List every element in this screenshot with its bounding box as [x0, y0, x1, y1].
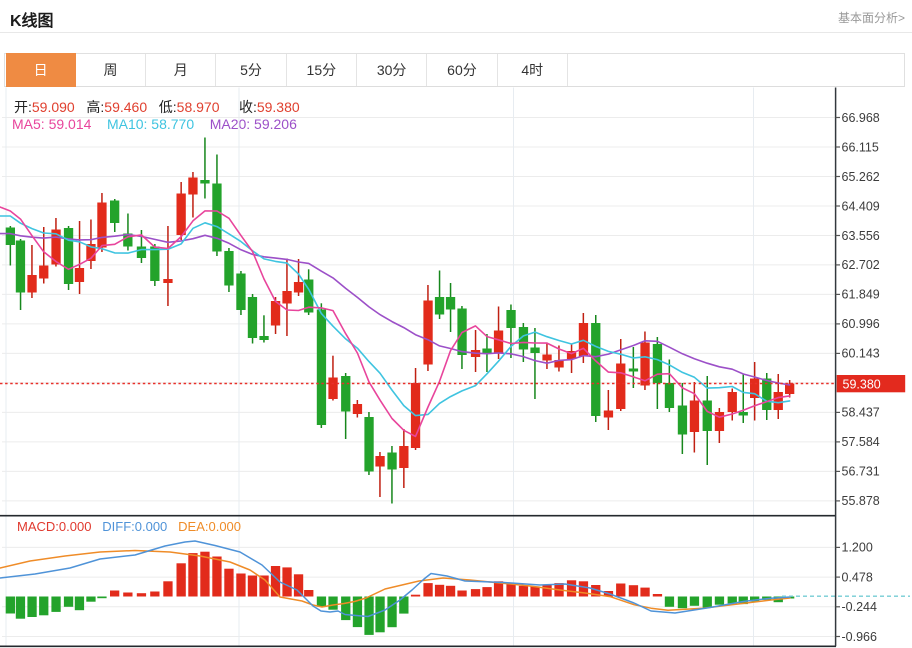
svg-text:55.878: 55.878 — [842, 494, 880, 508]
svg-text:60.996: 60.996 — [842, 317, 880, 331]
svg-text:61.849: 61.849 — [842, 288, 880, 302]
svg-text:59.380: 59.380 — [843, 377, 881, 391]
svg-text:65.262: 65.262 — [842, 170, 880, 184]
svg-text:57.584: 57.584 — [842, 435, 880, 449]
svg-text:0.478: 0.478 — [842, 570, 873, 584]
svg-text:64.409: 64.409 — [842, 199, 880, 213]
svg-text:56.731: 56.731 — [842, 465, 880, 479]
svg-text:60.143: 60.143 — [842, 347, 880, 361]
svg-text:58.437: 58.437 — [842, 406, 880, 420]
svg-text:-0.244: -0.244 — [842, 600, 877, 614]
svg-text:63.556: 63.556 — [842, 229, 880, 243]
svg-text:66.115: 66.115 — [842, 140, 879, 154]
svg-text:66.968: 66.968 — [842, 111, 880, 125]
svg-text:1.200: 1.200 — [842, 541, 873, 555]
svg-text:-0.966: -0.966 — [842, 630, 877, 644]
svg-text:62.702: 62.702 — [842, 258, 880, 272]
